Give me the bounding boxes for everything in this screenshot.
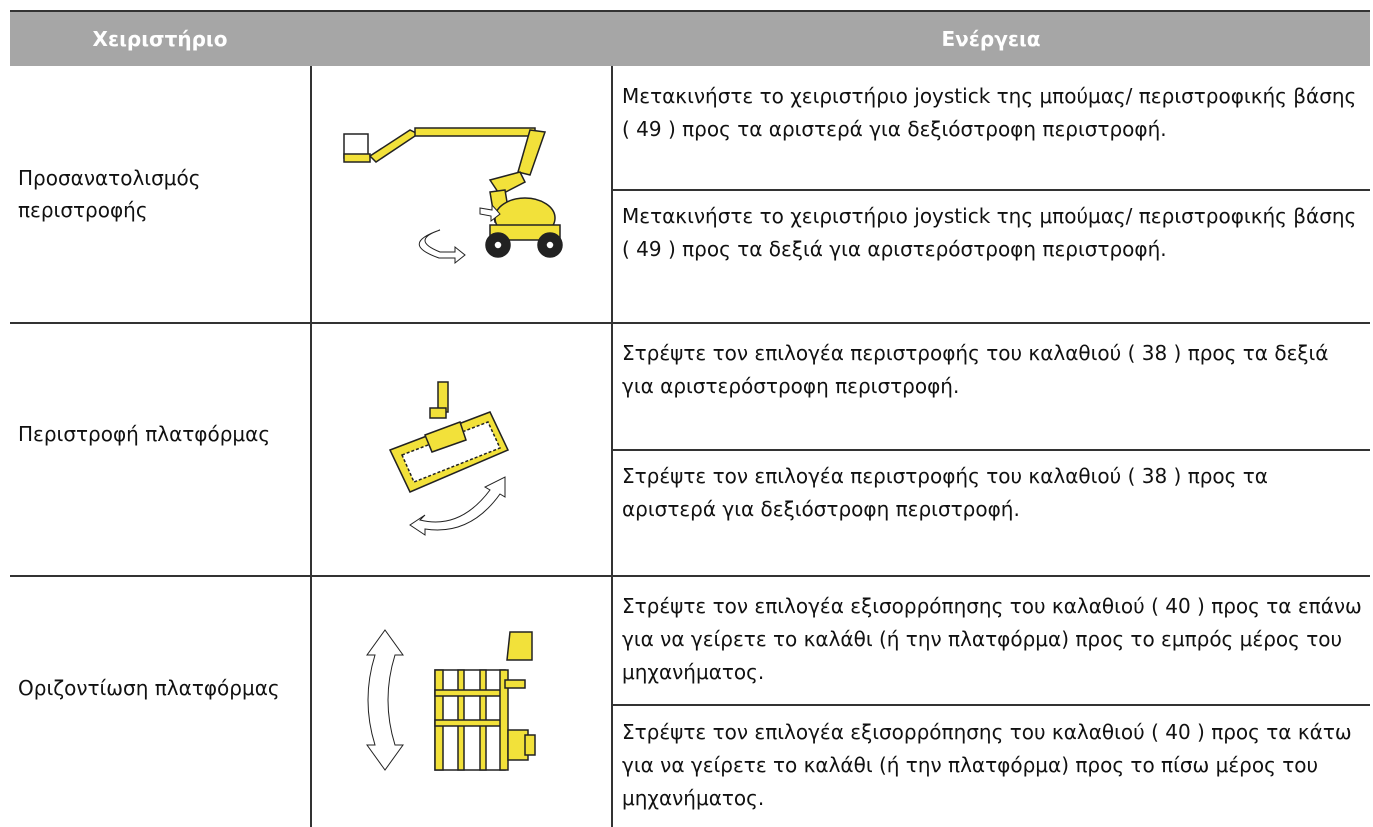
control-label: Προσανατολισμός περιστροφής <box>18 166 201 222</box>
action-text: Στρέψτε τον επιλογέα περιστροφής του καλ… <box>622 341 1329 398</box>
divider <box>611 66 613 827</box>
action-text: Μετακινήστε το χειριστήριο joystick της … <box>622 84 1357 141</box>
control-label: Οριζοντίωση πλατφόρμας <box>18 676 280 700</box>
header-cell: Ενέργεια <box>612 10 1370 66</box>
header-cell: Χειριστήριο <box>10 10 310 66</box>
divider <box>10 575 1370 577</box>
action-text: Στρέψτε τον επιλογέα περιστροφής του καλ… <box>622 464 1268 521</box>
platform-rotate-icon <box>388 381 510 536</box>
action-text: Στρέψτε τον επιλογέα εξισορρόπησης του κ… <box>622 594 1362 684</box>
divider <box>612 189 1370 191</box>
control-label: Περιστροφή πλατφόρμας <box>18 422 271 446</box>
platform-level-icon <box>366 629 536 771</box>
action-text: Μετακινήστε το χειριστήριο joystick της … <box>622 204 1357 261</box>
divider <box>310 66 312 827</box>
boom-lift-icon <box>343 127 563 265</box>
divider <box>612 704 1370 706</box>
divider <box>10 322 1370 324</box>
divider <box>612 449 1370 451</box>
action-text: Στρέψτε τον επιλογέα εξισορρόπησης του κ… <box>622 720 1352 810</box>
